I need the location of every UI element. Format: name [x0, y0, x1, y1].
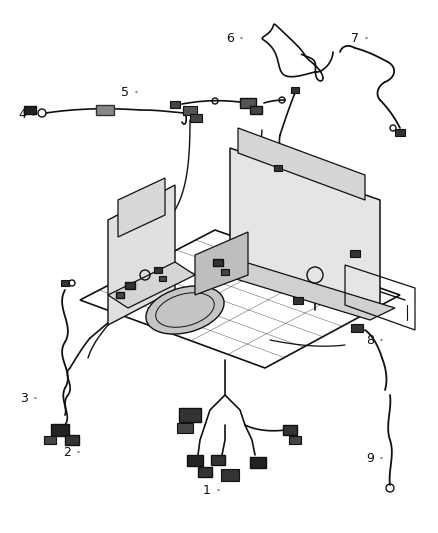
- Bar: [96, 105, 114, 115]
- Bar: [211, 455, 225, 465]
- Bar: [179, 408, 201, 422]
- Bar: [159, 276, 166, 280]
- Bar: [44, 436, 56, 444]
- Bar: [240, 98, 256, 108]
- Bar: [190, 114, 202, 122]
- Bar: [187, 455, 203, 465]
- Bar: [221, 269, 229, 275]
- Text: 1: 1: [203, 483, 211, 497]
- Bar: [65, 435, 79, 445]
- Text: 2: 2: [63, 446, 71, 458]
- Polygon shape: [230, 148, 380, 310]
- Bar: [154, 267, 162, 273]
- Text: 3: 3: [20, 392, 28, 405]
- Bar: [395, 128, 405, 135]
- Bar: [283, 425, 297, 435]
- Bar: [116, 292, 124, 298]
- Polygon shape: [238, 128, 365, 200]
- Bar: [221, 469, 239, 481]
- Text: 4: 4: [18, 109, 26, 122]
- Text: 5: 5: [121, 85, 129, 99]
- Bar: [250, 456, 266, 467]
- Bar: [250, 106, 262, 114]
- Ellipse shape: [146, 286, 224, 334]
- Bar: [51, 424, 69, 436]
- Bar: [61, 280, 69, 286]
- Bar: [24, 106, 36, 114]
- Bar: [291, 87, 299, 93]
- Text: 8: 8: [366, 334, 374, 346]
- Bar: [351, 324, 363, 332]
- Bar: [198, 467, 212, 477]
- Bar: [213, 259, 223, 265]
- Polygon shape: [108, 185, 175, 325]
- Polygon shape: [195, 232, 248, 295]
- Bar: [125, 281, 135, 288]
- Bar: [274, 165, 282, 171]
- Text: 9: 9: [366, 451, 374, 464]
- Bar: [350, 249, 360, 256]
- Polygon shape: [200, 256, 395, 320]
- Polygon shape: [118, 178, 165, 237]
- Text: 6: 6: [226, 31, 234, 44]
- Bar: [183, 106, 197, 115]
- Bar: [293, 296, 303, 303]
- Bar: [289, 436, 301, 444]
- Bar: [170, 101, 180, 108]
- Polygon shape: [108, 262, 195, 308]
- Text: 7: 7: [351, 31, 359, 44]
- Bar: [177, 423, 193, 433]
